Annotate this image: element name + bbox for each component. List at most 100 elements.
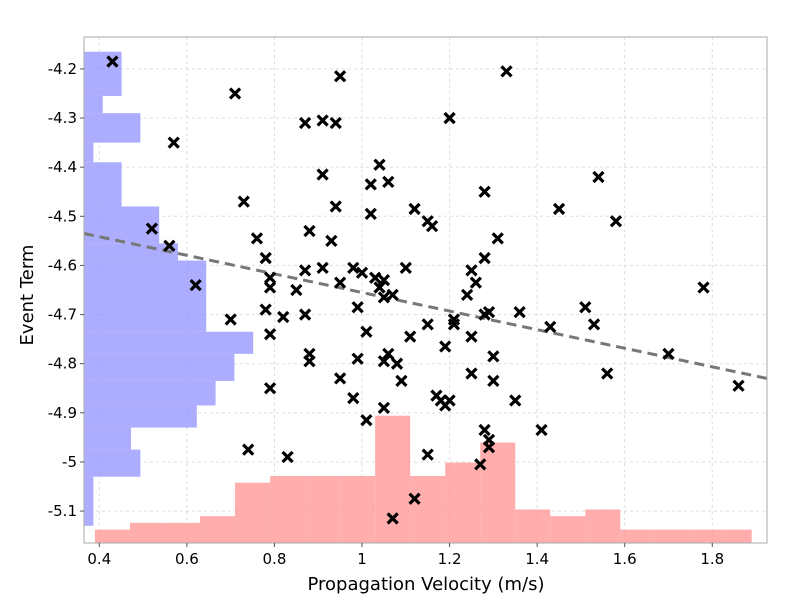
scatter-point xyxy=(259,251,272,265)
scatter-point xyxy=(237,195,250,208)
x-histogram-bar xyxy=(445,462,481,543)
y-tick-label: -4.9 xyxy=(48,404,77,422)
scatter-point xyxy=(386,512,399,525)
scatter-point xyxy=(390,357,404,370)
scatter-point xyxy=(382,175,395,189)
x-histogram-bar xyxy=(305,476,341,543)
x-tick-label: 0.6 xyxy=(175,550,199,568)
y-tick-label: -4.3 xyxy=(48,109,77,127)
scatter-point xyxy=(377,274,391,287)
scatter-point xyxy=(487,374,500,388)
scatter-point xyxy=(329,200,342,213)
scatter-point xyxy=(465,264,478,277)
y-histogram-bar xyxy=(84,405,197,428)
scatter-point xyxy=(478,251,491,265)
scatter-point xyxy=(500,65,513,78)
scatter-point xyxy=(329,116,342,130)
scatter-point xyxy=(333,276,347,289)
scatter-point xyxy=(482,305,496,319)
scatter-point xyxy=(439,340,452,353)
y-axis-label: Event Term xyxy=(17,245,38,346)
scatter-point xyxy=(347,261,360,275)
y-tick-label: -4.5 xyxy=(48,207,77,225)
y-histogram-bar xyxy=(84,95,103,114)
scatter-point xyxy=(351,301,364,314)
scatter-point xyxy=(386,288,399,302)
x-tick-label: 1.8 xyxy=(700,550,724,568)
scatter-point xyxy=(303,224,316,238)
scatter-point xyxy=(277,310,290,324)
x-histogram-bar xyxy=(480,442,516,543)
scatter-point xyxy=(465,330,478,343)
x-histogram xyxy=(94,415,752,543)
scatter-point xyxy=(263,281,277,294)
x-tick-label: 1.4 xyxy=(525,550,549,568)
x-histogram-bar xyxy=(410,476,446,543)
y-histogram-bar xyxy=(84,427,131,450)
scatter-point xyxy=(404,330,417,343)
scatter-point xyxy=(281,450,294,464)
scatter-point xyxy=(478,423,491,437)
scatter-point xyxy=(298,308,312,321)
y-tick-label: -4.4 xyxy=(48,158,77,176)
y-histogram-bar xyxy=(84,142,94,163)
scatter-point xyxy=(491,232,504,245)
y-histogram-bar xyxy=(84,449,141,477)
x-histogram-bar xyxy=(550,516,586,543)
scatter-point xyxy=(535,423,548,437)
trend-line xyxy=(83,232,768,380)
y-histogram-bar xyxy=(84,260,207,332)
scatter-point xyxy=(478,185,491,198)
scatter-point xyxy=(395,374,408,388)
scatter-point xyxy=(579,301,592,314)
scatter-point xyxy=(224,313,237,326)
scatter-point xyxy=(399,261,412,275)
scatter-point xyxy=(373,158,386,171)
y-histogram-bar xyxy=(84,331,254,354)
scatter-point xyxy=(347,391,360,405)
scatter-point xyxy=(443,111,456,125)
x-histogram-bar xyxy=(164,522,201,543)
scatter-point xyxy=(443,394,456,407)
y-histogram-bar xyxy=(84,380,216,406)
x-histogram-bar xyxy=(690,529,726,543)
y-histogram-bar xyxy=(84,113,141,143)
scatter-point xyxy=(259,303,272,316)
x-tick-label: 1 xyxy=(357,550,367,568)
x-histogram-bar xyxy=(340,476,376,543)
scatter-point xyxy=(290,283,303,297)
scatter-point xyxy=(364,178,377,191)
x-histogram-bar xyxy=(655,529,691,543)
scatter-point xyxy=(189,278,202,292)
scatter-point xyxy=(377,355,391,368)
scatter-point xyxy=(469,276,482,289)
scatter-point xyxy=(325,234,338,248)
scatter-point xyxy=(408,202,421,216)
scatter-point xyxy=(263,382,277,395)
x-tick-label: 0.4 xyxy=(87,550,111,568)
x-histogram-bar xyxy=(620,529,656,543)
scatter-point xyxy=(316,168,329,181)
scatter-point xyxy=(145,222,158,235)
x-axis-ticks: 0.4 0.6 0.8 1 1.2 1.4 1.6 1.8 xyxy=(87,543,724,568)
scatter-point xyxy=(163,239,176,252)
scatter-point xyxy=(373,281,386,294)
scatter-point xyxy=(360,414,373,427)
y-tick-label: -5 xyxy=(62,453,77,471)
x-histogram-bar xyxy=(94,529,130,543)
x-histogram-bar xyxy=(270,476,306,543)
x-histogram-bar xyxy=(725,529,752,543)
scatter-point xyxy=(316,114,329,127)
y-histogram xyxy=(84,51,254,526)
scatter-point xyxy=(298,264,312,277)
scatter-point xyxy=(482,441,496,454)
x-tick-label: 1.6 xyxy=(613,550,637,568)
x-histogram-bar xyxy=(585,509,621,543)
scatter-point xyxy=(697,281,710,294)
scatter-point xyxy=(447,318,461,331)
scatter-point xyxy=(408,492,421,505)
scatter-point xyxy=(263,328,277,341)
scatter-point xyxy=(298,116,312,130)
